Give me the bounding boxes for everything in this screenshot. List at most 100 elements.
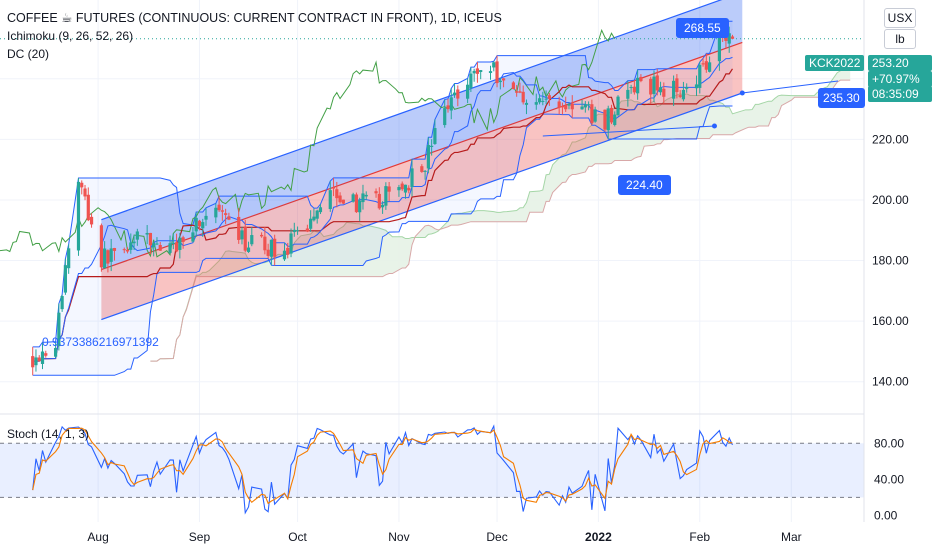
candle xyxy=(704,53,708,73)
candle xyxy=(135,228,139,246)
candle xyxy=(309,210,313,232)
candle xyxy=(145,225,149,245)
stoch-tick-label: 0.00 xyxy=(874,508,898,522)
candle xyxy=(681,81,686,102)
ichimoku-legend[interactable]: Ichimoku (9, 26, 52, 26) xyxy=(7,29,134,43)
candle xyxy=(479,70,483,80)
candle xyxy=(194,212,198,237)
candle xyxy=(377,187,381,210)
candle xyxy=(469,67,473,93)
candle xyxy=(60,294,64,312)
candle xyxy=(305,224,309,233)
candle xyxy=(658,81,663,96)
candle xyxy=(652,70,656,102)
donchian-channel xyxy=(32,20,733,376)
candle xyxy=(537,94,542,105)
time-tick-label: Sep xyxy=(189,530,211,544)
candle xyxy=(44,350,48,358)
candle xyxy=(678,90,682,99)
channel-middle-line[interactable] xyxy=(101,41,743,271)
dc-legend[interactable]: DC (20) xyxy=(7,47,50,61)
channel-right-label[interactable]: 235.30 xyxy=(818,88,865,108)
symbol-title[interactable]: COFFEE ☕ FUTURES (CONTINUOUS: CURRENT CO… xyxy=(7,11,502,25)
candle xyxy=(282,242,287,261)
candle xyxy=(260,232,264,238)
time-tick-label: 2022 xyxy=(585,530,612,544)
candle xyxy=(217,196,221,212)
candle xyxy=(521,85,525,105)
candle xyxy=(168,235,172,254)
candle xyxy=(694,75,699,96)
candle xyxy=(501,78,506,88)
candle xyxy=(269,239,274,266)
candle xyxy=(158,241,162,251)
candle xyxy=(53,341,58,358)
candle xyxy=(246,241,251,253)
candle xyxy=(374,188,378,198)
candle xyxy=(148,232,153,255)
stoch-tick-label: 80.00 xyxy=(874,436,904,450)
candle xyxy=(515,85,519,97)
candle xyxy=(86,187,90,222)
currency-button[interactable]: USX xyxy=(884,8,916,28)
candle xyxy=(593,106,597,123)
candle xyxy=(564,96,568,112)
candle xyxy=(312,208,316,222)
candle xyxy=(655,68,659,96)
candle xyxy=(590,99,594,126)
candle xyxy=(632,80,636,95)
stoch-legend[interactable]: Stoch (14, 1, 3) xyxy=(7,427,90,441)
candle xyxy=(698,62,702,94)
candle xyxy=(125,247,130,254)
channel-bottom-label[interactable]: 224.40 xyxy=(618,175,671,195)
candle xyxy=(492,61,496,72)
candle xyxy=(132,234,136,251)
low-handle[interactable] xyxy=(711,123,717,129)
candle xyxy=(214,203,218,224)
last-price-tag: 253.20 xyxy=(868,55,932,71)
candle xyxy=(178,232,182,259)
unit-button[interactable]: lb xyxy=(884,29,916,49)
ichimoku-cloud xyxy=(150,62,851,362)
candle xyxy=(495,55,499,88)
candle xyxy=(358,197,362,222)
candle xyxy=(201,218,205,237)
candle xyxy=(286,242,290,259)
price-tick-label: 220.00 xyxy=(872,132,909,146)
candle xyxy=(174,233,179,253)
candle xyxy=(171,233,175,250)
candle xyxy=(518,82,522,94)
candle xyxy=(335,181,339,208)
candle xyxy=(152,241,156,257)
candle xyxy=(567,102,571,110)
candle xyxy=(609,104,614,125)
candle xyxy=(603,109,607,132)
candle xyxy=(649,76,653,105)
candle xyxy=(547,92,551,106)
candle xyxy=(224,208,228,225)
stochastic-pane xyxy=(0,424,864,515)
stoch-axis[interactable]: 0.00 40.00 80.00 xyxy=(874,436,904,522)
time-tick-label: Feb xyxy=(689,530,710,544)
candle xyxy=(475,61,480,83)
channel-top-label[interactable]: 268.55 xyxy=(676,18,729,38)
candle xyxy=(106,249,110,273)
candle xyxy=(613,111,617,127)
candle xyxy=(626,80,630,107)
candle xyxy=(443,99,447,128)
candle xyxy=(37,355,41,362)
time-axis[interactable]: Aug Sep Oct Nov Dec 2022 Feb Mar xyxy=(87,530,801,544)
candle xyxy=(672,75,676,107)
candle xyxy=(67,244,71,274)
candle xyxy=(341,199,345,205)
candle xyxy=(266,243,270,259)
candle xyxy=(227,212,231,221)
candle xyxy=(315,209,319,224)
candle xyxy=(76,178,81,256)
candle xyxy=(80,180,84,195)
channel-upper-line[interactable] xyxy=(101,0,742,221)
candle xyxy=(606,105,610,140)
candle xyxy=(243,219,247,253)
